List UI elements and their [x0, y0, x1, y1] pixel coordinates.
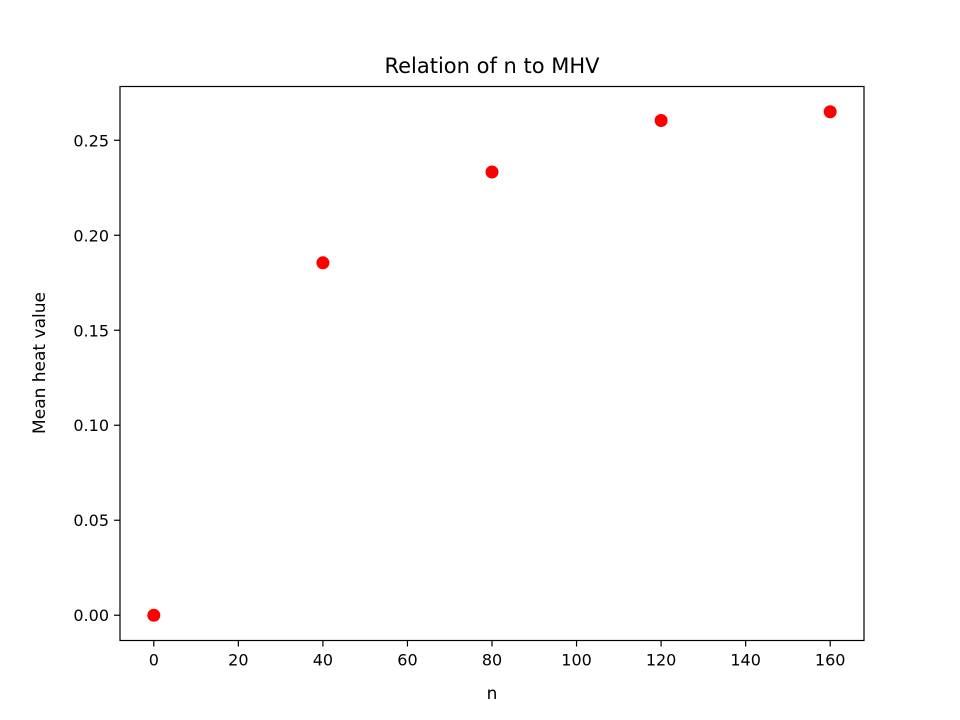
x-tick-label: 100 — [561, 651, 592, 670]
data-point — [485, 165, 499, 179]
x-axis-label: n — [487, 684, 498, 704]
data-point — [823, 105, 837, 119]
data-point — [147, 608, 161, 622]
x-axis: 0 20 40 60 80 100 120 140 160 — [149, 640, 846, 670]
x-tick-label: 20 — [228, 651, 248, 670]
x-tick-label: 40 — [313, 651, 333, 670]
y-tick-label: 0.05 — [73, 511, 109, 530]
data-points — [147, 105, 837, 622]
y-axis-label: Mean heat value — [30, 292, 50, 434]
y-tick-label: 0.25 — [73, 131, 109, 150]
x-tick-label: 60 — [397, 651, 417, 670]
y-axis: 0.00 0.05 0.10 0.15 0.20 0.25 — [73, 131, 120, 625]
y-tick-label: 0.20 — [73, 226, 109, 245]
y-tick-label: 0.10 — [73, 416, 109, 435]
x-tick-label: 0 — [149, 651, 159, 670]
data-point — [316, 256, 330, 270]
chart-title: Relation of n to MHV — [384, 54, 600, 78]
x-tick-label: 120 — [646, 651, 677, 670]
x-tick-label: 140 — [730, 651, 761, 670]
data-point — [654, 114, 668, 128]
y-tick-label: 0.15 — [73, 321, 109, 340]
y-tick-label: 0.00 — [73, 606, 109, 625]
x-tick-label: 160 — [815, 651, 846, 670]
x-tick-label: 80 — [482, 651, 502, 670]
